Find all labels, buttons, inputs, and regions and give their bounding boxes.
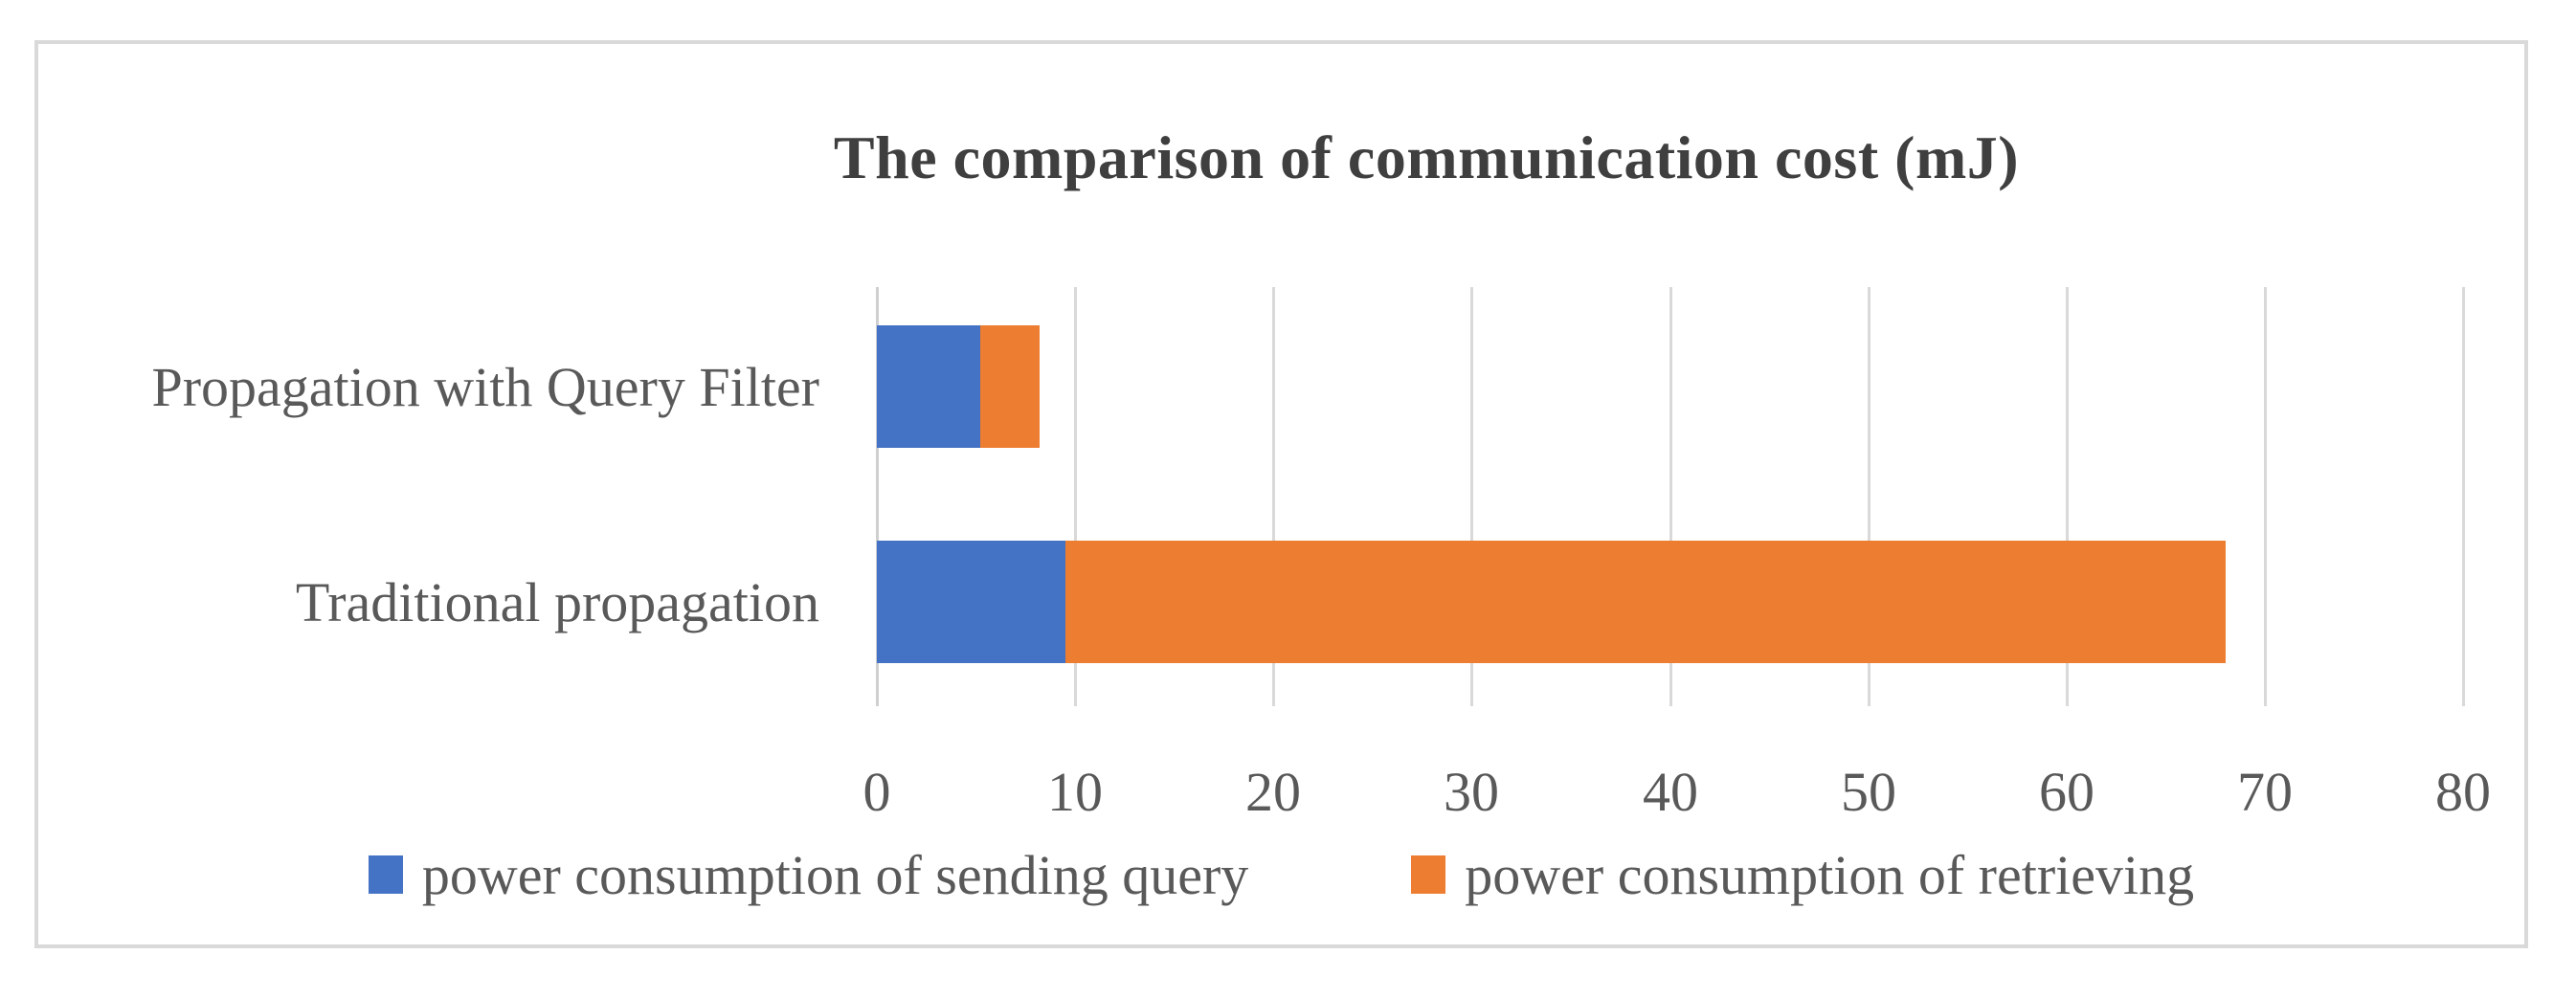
x-tick-label: 70 — [2237, 761, 2293, 823]
gridline-x-40 — [1669, 287, 1672, 706]
chart-title: The comparison of communication cost (mJ… — [833, 123, 2020, 191]
bar-row-0 — [877, 325, 1040, 448]
x-tick-label: 30 — [1444, 761, 1499, 823]
legend-swatch-icon — [1411, 855, 1446, 894]
gridline-x-70 — [2264, 287, 2267, 706]
gridline-x-50 — [1868, 287, 1870, 706]
x-tick-label: 10 — [1047, 761, 1103, 823]
y-axis-line — [876, 287, 879, 706]
x-tick-label: 20 — [1245, 761, 1301, 823]
category-label: Propagation with Query Filter — [151, 355, 819, 418]
gridline-x-30 — [1470, 287, 1473, 706]
bar-segment — [1065, 541, 2226, 663]
x-tick-label: 50 — [1841, 761, 1896, 823]
legend-item: power consumption of retrieving — [1411, 843, 2194, 907]
x-tick-label: 0 — [862, 761, 891, 823]
gridline-x-20 — [1272, 287, 1275, 706]
bar-segment — [877, 541, 1065, 663]
bar-row-1 — [877, 541, 2226, 663]
legend-item: power consumption of sending query — [368, 843, 1249, 907]
plot-area — [876, 287, 2465, 706]
legend-label: power consumption of retrieving — [1465, 843, 2195, 906]
category-label: Traditional propagation — [295, 570, 819, 633]
x-tick-label: 40 — [1643, 761, 1698, 823]
chart-frame — [34, 40, 2528, 948]
gridline-x-60 — [2066, 287, 2069, 706]
legend-swatch-icon — [368, 855, 403, 894]
legend: power consumption of sending query power … — [34, 838, 2528, 911]
legend-label: power consumption of sending query — [421, 843, 1249, 906]
bar-segment — [877, 325, 980, 448]
gridline-x-80 — [2462, 287, 2465, 706]
x-tick-label: 80 — [2435, 761, 2491, 823]
gridline-x-10 — [1074, 287, 1077, 706]
bar-segment — [980, 325, 1040, 448]
x-tick-label: 60 — [2039, 761, 2094, 823]
